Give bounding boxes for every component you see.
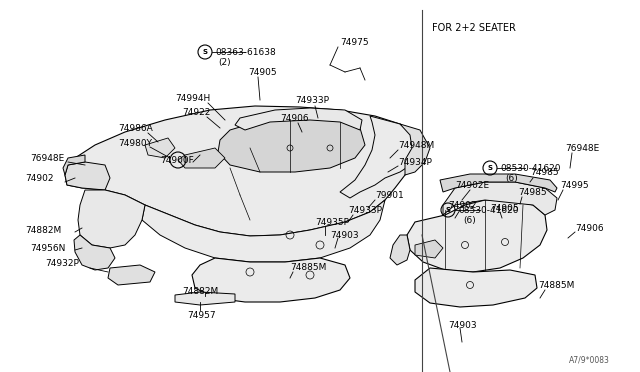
Text: 74985: 74985 bbox=[518, 187, 547, 196]
Text: 08530-41620: 08530-41620 bbox=[458, 205, 518, 215]
Polygon shape bbox=[65, 162, 110, 190]
Text: 74885M: 74885M bbox=[538, 280, 574, 289]
Text: 74957: 74957 bbox=[188, 311, 216, 320]
Polygon shape bbox=[415, 240, 443, 258]
Text: 74948M: 74948M bbox=[398, 141, 435, 150]
Polygon shape bbox=[440, 174, 557, 192]
Text: 74922: 74922 bbox=[182, 108, 211, 116]
Text: 76948E: 76948E bbox=[565, 144, 599, 153]
Text: FOR 2+2 SEATER: FOR 2+2 SEATER bbox=[432, 23, 516, 33]
Text: 74905: 74905 bbox=[248, 67, 276, 77]
Text: A7/9*0083: A7/9*0083 bbox=[569, 356, 610, 365]
Polygon shape bbox=[390, 235, 410, 265]
Polygon shape bbox=[415, 268, 537, 307]
Text: (6): (6) bbox=[463, 215, 476, 224]
Polygon shape bbox=[340, 116, 420, 198]
Text: 74902: 74902 bbox=[25, 173, 54, 183]
Text: 74885M: 74885M bbox=[290, 263, 326, 273]
Text: 74906: 74906 bbox=[575, 224, 604, 232]
Polygon shape bbox=[178, 148, 225, 168]
Text: 08530-41620: 08530-41620 bbox=[500, 164, 561, 173]
Text: 74986A: 74986A bbox=[118, 124, 153, 132]
Polygon shape bbox=[443, 182, 557, 215]
Text: 74903: 74903 bbox=[448, 321, 477, 330]
Text: 74882M: 74882M bbox=[25, 225, 61, 234]
Polygon shape bbox=[78, 190, 145, 248]
Text: S: S bbox=[202, 49, 207, 55]
Text: 74933P: 74933P bbox=[295, 96, 329, 105]
Text: (6): (6) bbox=[505, 173, 518, 183]
Text: 74956N: 74956N bbox=[30, 244, 65, 253]
Text: 74985: 74985 bbox=[530, 167, 559, 176]
Polygon shape bbox=[142, 200, 385, 262]
Text: 74995: 74995 bbox=[560, 180, 589, 189]
Text: 79901: 79901 bbox=[375, 190, 404, 199]
Text: 74975: 74975 bbox=[340, 38, 369, 46]
Text: 74902E: 74902E bbox=[455, 180, 489, 189]
Text: S: S bbox=[488, 165, 493, 171]
Text: 74932P: 74932P bbox=[45, 259, 79, 267]
Text: 74906: 74906 bbox=[280, 113, 308, 122]
Polygon shape bbox=[192, 258, 350, 302]
Text: 74905: 74905 bbox=[490, 203, 518, 212]
Text: 74935P: 74935P bbox=[315, 218, 349, 227]
Text: 08363-61638: 08363-61638 bbox=[215, 48, 276, 57]
Text: 74902: 74902 bbox=[448, 201, 477, 209]
Polygon shape bbox=[74, 235, 115, 270]
Polygon shape bbox=[65, 106, 420, 236]
Text: 74900F: 74900F bbox=[160, 155, 194, 164]
Polygon shape bbox=[218, 116, 365, 172]
Text: 74933P: 74933P bbox=[348, 205, 382, 215]
Polygon shape bbox=[145, 138, 175, 158]
Polygon shape bbox=[63, 155, 85, 175]
Text: 74994H: 74994H bbox=[175, 93, 211, 103]
Text: 74980Y: 74980Y bbox=[118, 138, 152, 148]
Polygon shape bbox=[407, 200, 547, 272]
Text: 76948E: 76948E bbox=[30, 154, 64, 163]
Polygon shape bbox=[108, 265, 155, 285]
Text: (2): (2) bbox=[218, 58, 230, 67]
Text: 74882M: 74882M bbox=[182, 288, 218, 296]
Polygon shape bbox=[175, 292, 235, 305]
Polygon shape bbox=[400, 124, 430, 175]
Polygon shape bbox=[235, 108, 362, 130]
Text: 74934P: 74934P bbox=[398, 157, 432, 167]
Text: S: S bbox=[445, 207, 451, 213]
Text: 74903: 74903 bbox=[330, 231, 358, 240]
